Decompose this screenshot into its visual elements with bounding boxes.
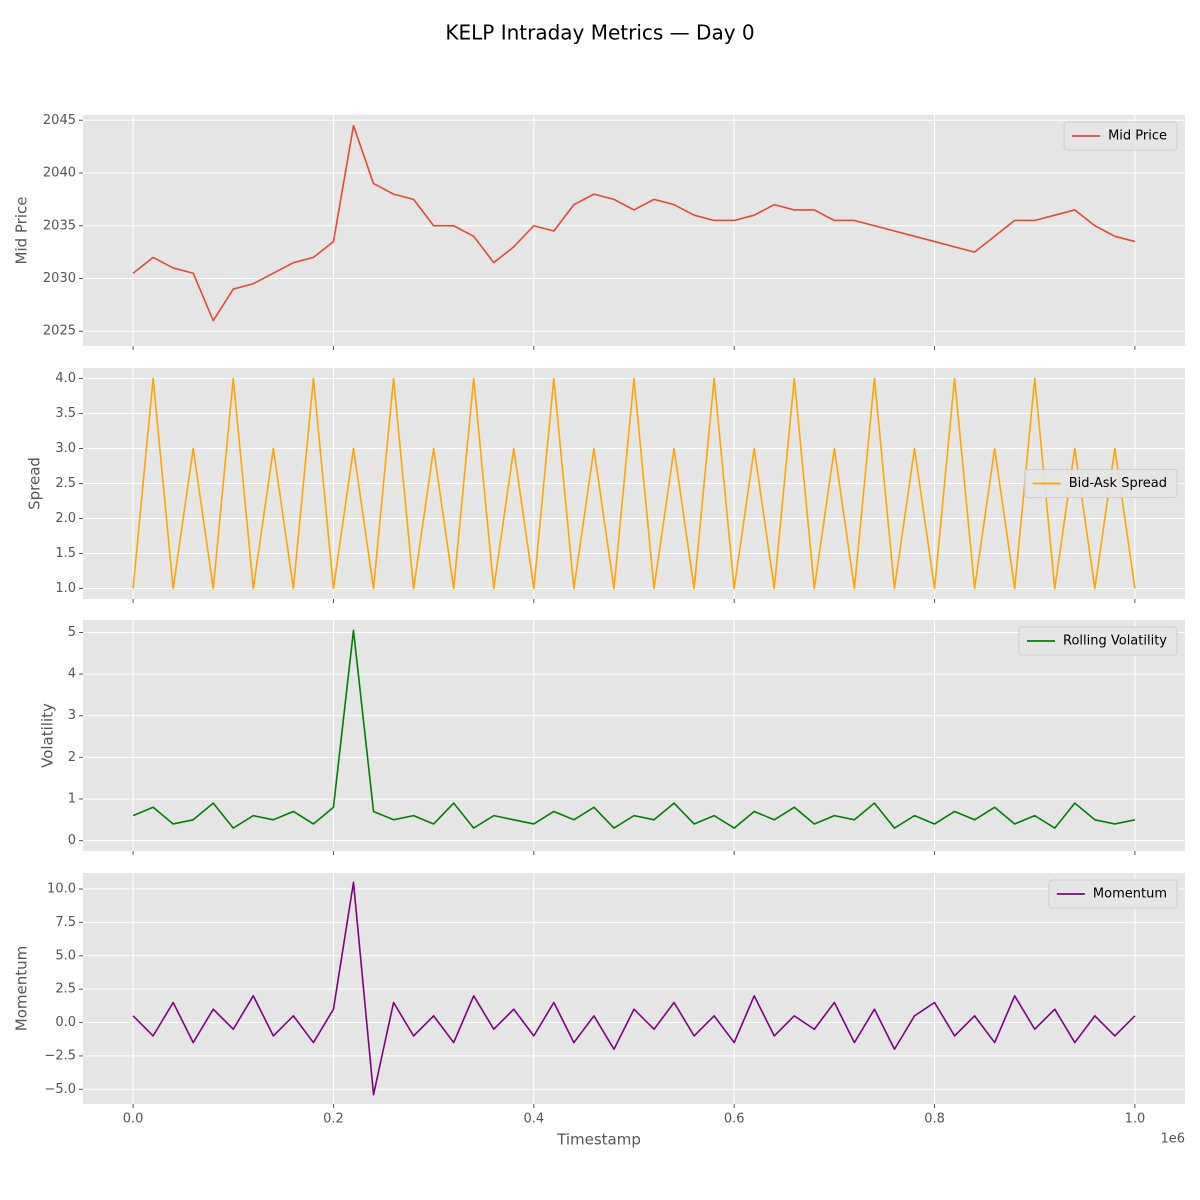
y-tick-label: 2 <box>68 750 76 765</box>
legend-box <box>1048 879 1178 909</box>
y-tick-label: 2045 <box>43 113 76 128</box>
y-tick-label: −2.5 <box>44 1048 76 1063</box>
figure-title: KELP Intraday Metrics — Day 0 <box>445 21 754 45</box>
legend: Momentum <box>1048 879 1178 909</box>
y-tick-label: 3 <box>68 708 76 723</box>
x-tick-label: 0.8 <box>924 1112 945 1127</box>
legend-label: Momentum <box>1093 887 1167 902</box>
x-tick-label: 0.4 <box>523 1112 544 1127</box>
y-tick-label: 2025 <box>43 324 76 339</box>
y-tick-label: 1.5 <box>55 546 76 561</box>
legend: Mid Price <box>1063 121 1178 151</box>
y-tick-label: 7.5 <box>55 915 76 930</box>
legend-box <box>1063 121 1178 151</box>
x-axis-label: Timestamp <box>556 1131 641 1149</box>
legend-box <box>1024 469 1178 498</box>
legend-label: Bid-Ask Spread <box>1069 476 1167 491</box>
y-tick-label: 2.5 <box>55 982 76 997</box>
y-tick-label: 4 <box>68 667 76 682</box>
y-tick-label: −5.0 <box>44 1082 76 1097</box>
data-line <box>132 881 1136 1096</box>
y-tick-label: 3.5 <box>55 406 76 421</box>
x-tick-label: 1.0 <box>1125 1112 1146 1127</box>
y-tick-label: 3.0 <box>55 441 76 456</box>
data-line <box>132 377 1136 590</box>
data-line <box>132 629 1136 829</box>
y-axis-label: Mid Price <box>13 197 31 265</box>
plot-area <box>83 115 1185 346</box>
y-tick-label: 2030 <box>43 271 76 286</box>
x-tick-label: 0.2 <box>323 1112 344 1127</box>
legend-box <box>1018 626 1178 656</box>
x-tick-label: 0.6 <box>724 1112 745 1127</box>
y-tick-label: 2040 <box>43 166 76 181</box>
y-tick-label: 1 <box>68 791 76 806</box>
legend: Rolling Volatility <box>1018 626 1178 656</box>
y-tick-label: 2035 <box>43 218 76 233</box>
y-tick-label: 10.0 <box>47 882 76 897</box>
y-axis-label: Spread <box>26 457 44 510</box>
y-tick-label: 5 <box>68 625 76 640</box>
y-axis-label: Volatility <box>39 703 57 768</box>
legend-label: Mid Price <box>1108 129 1167 144</box>
legend-label: Rolling Volatility <box>1063 634 1167 649</box>
y-tick-label: 0 <box>68 833 76 848</box>
x-tick-label: 0.0 <box>123 1112 144 1127</box>
y-tick-label: 2.5 <box>55 476 76 491</box>
y-tick-label: 0.0 <box>55 1015 76 1030</box>
x-offset-label: 1e6 <box>1160 1132 1185 1147</box>
legend: Bid-Ask Spread <box>1024 469 1178 498</box>
data-line <box>132 124 1136 322</box>
y-axis-label: Momentum <box>13 946 31 1031</box>
plot-area <box>83 873 1185 1104</box>
y-tick-label: 1.0 <box>55 581 76 596</box>
y-tick-label: 5.0 <box>55 948 76 963</box>
y-tick-label: 2.0 <box>55 511 76 526</box>
y-tick-label: 4.0 <box>55 371 76 386</box>
